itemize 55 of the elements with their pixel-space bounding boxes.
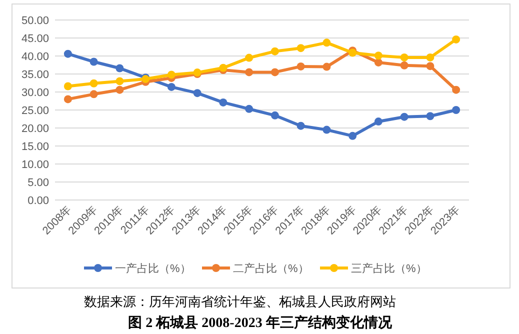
point — [400, 53, 408, 62]
point — [245, 104, 254, 113]
point — [452, 106, 460, 114]
point — [348, 132, 357, 140]
y-tick-label: 50.00 — [21, 15, 49, 27]
point — [245, 54, 254, 62]
y-tick-label: 30.00 — [21, 87, 49, 99]
point — [270, 68, 279, 76]
point — [374, 118, 382, 126]
point — [167, 82, 176, 91]
point — [116, 64, 124, 72]
point — [296, 44, 305, 52]
source-note: 数据来源：历年河南省统计年鉴、柘城县人民政府网站 — [84, 294, 396, 309]
y-tick-label: 0.00 — [28, 195, 49, 207]
point — [116, 77, 124, 86]
legend-label: 二产占比（%） — [233, 262, 309, 275]
legend-label: 三产占比（%） — [351, 262, 427, 275]
point — [426, 112, 434, 120]
point — [322, 126, 331, 134]
point — [167, 70, 176, 79]
point — [245, 68, 254, 76]
y-tick-label: 5.00 — [28, 177, 49, 189]
point — [219, 98, 228, 106]
point — [90, 79, 98, 88]
point — [90, 58, 98, 66]
y-tick-label: 20.00 — [21, 123, 49, 135]
point — [322, 38, 331, 47]
y-tick-label: 10.00 — [21, 159, 49, 171]
y-tick-label: 15.00 — [21, 141, 49, 153]
point — [64, 50, 72, 58]
point — [452, 86, 460, 94]
point — [452, 35, 460, 44]
point — [64, 95, 72, 104]
point — [116, 86, 124, 94]
point — [400, 112, 408, 121]
y-tick-label: 45.00 — [21, 33, 49, 45]
point — [270, 47, 279, 56]
point — [426, 53, 434, 62]
y-tick-label: 40.00 — [21, 51, 49, 63]
point — [296, 122, 305, 130]
point — [193, 89, 202, 98]
point — [90, 90, 98, 98]
text: 图 2 柘城县 2008-2023 年三产结构变化情况 — [128, 314, 393, 331]
y-tick-label: 35.00 — [21, 69, 49, 81]
point — [270, 111, 279, 120]
point — [322, 62, 331, 71]
legend-label: 一产占比（%） — [115, 262, 191, 275]
point — [400, 61, 408, 70]
point — [374, 52, 382, 60]
point — [64, 82, 72, 90]
y-tick-label: 25.00 — [21, 105, 49, 117]
point — [374, 58, 382, 66]
point — [426, 62, 434, 70]
point — [296, 62, 305, 70]
point — [219, 64, 228, 72]
